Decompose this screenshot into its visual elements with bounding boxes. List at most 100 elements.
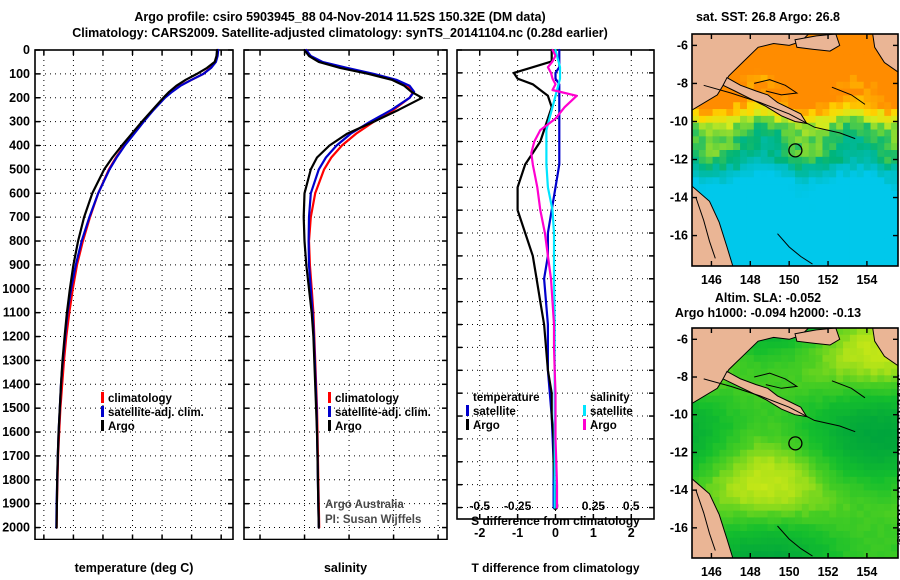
svg-text:1900: 1900 xyxy=(2,497,30,511)
svg-text:800: 800 xyxy=(9,234,30,248)
legend-difference-temperature: temperature satellite Argo xyxy=(466,392,539,432)
svg-text:1200: 1200 xyxy=(2,330,30,344)
svg-text:152: 152 xyxy=(818,565,839,579)
legend-label: Argo xyxy=(108,421,135,433)
svg-text:100: 100 xyxy=(9,67,30,81)
panel-difference: -2 -1 0 1 2 -0.5 -0.25 0 0.25 0.5 xyxy=(456,40,655,540)
svg-text:0.25: 0.25 xyxy=(582,499,606,513)
svg-text:1: 1 xyxy=(590,526,597,540)
legend-temperature: climatology satellite-adj. clim. Argo xyxy=(101,392,204,433)
legend-item: Argo xyxy=(583,419,633,432)
legend-swatch-argo xyxy=(466,419,469,430)
svg-text:-14: -14 xyxy=(670,191,688,205)
temperature-plot: 0 100 200 300 400 500 600 700 800 900 1000 1100 1200… xyxy=(2,43,234,540)
legend-swatch-satellite xyxy=(328,406,331,417)
temperature-difference-xaxis-label: T difference from climatology xyxy=(471,561,640,575)
legend-difference-salinity: salinity satellite Argo xyxy=(583,392,633,432)
legend-item: satellite-adj. clim. xyxy=(328,406,431,419)
svg-text:0: 0 xyxy=(23,43,30,57)
svg-text:1400: 1400 xyxy=(2,377,30,391)
difference-plot: -2 -1 0 1 2-0.5 -0.25 0 0.25 0.5 xyxy=(456,48,655,540)
svg-text:0.5: 0.5 xyxy=(623,499,640,513)
legend-item: Argo xyxy=(328,420,431,433)
legend-item: climatology xyxy=(328,392,431,405)
svg-text:2: 2 xyxy=(628,526,635,540)
legend-swatch-salinity-argo xyxy=(583,419,586,430)
map-sla-title-line2: Argo h1000: -0.094 h2000: -0.13 xyxy=(674,306,862,320)
svg-text:150: 150 xyxy=(779,273,800,287)
svg-text:600: 600 xyxy=(9,186,30,200)
legend-label: Argo xyxy=(590,420,617,432)
map-sla-canvas: 146 148 150 152 154 -6 -8 -10 -12 -14 -16 xyxy=(670,327,899,579)
svg-text:-16: -16 xyxy=(670,229,688,243)
svg-text:146: 146 xyxy=(701,273,722,287)
svg-text:300: 300 xyxy=(9,115,30,129)
svg-text:150: 150 xyxy=(779,565,800,579)
legend-item: Argo xyxy=(101,420,204,433)
svg-text:500: 500 xyxy=(9,162,30,176)
legend-label: Argo xyxy=(473,420,500,432)
svg-text:-1: -1 xyxy=(512,526,523,540)
copyright-text: ©IMOS 13-Dec-2018 23:24:16 xyxy=(895,373,900,545)
legend-swatch-argo xyxy=(101,420,104,431)
map-sst-title: sat. SST: 26.8 Argo: 26.8 xyxy=(695,10,841,24)
legend-header: salinity xyxy=(590,392,630,404)
legend-item: satellite-adj. clim. xyxy=(101,406,204,419)
svg-text:700: 700 xyxy=(9,210,30,224)
legend-label: Argo xyxy=(335,421,362,433)
svg-text:2000: 2000 xyxy=(2,521,30,535)
svg-text:-8: -8 xyxy=(677,370,688,384)
credit-organisation: Argo Australia xyxy=(325,499,404,511)
legend-swatch-climatology xyxy=(328,392,331,403)
svg-text:-12: -12 xyxy=(670,153,688,167)
salinity-difference-xaxis-label: S difference from climatology xyxy=(471,514,640,528)
legend-swatch-satellite xyxy=(466,405,469,416)
svg-text:-6: -6 xyxy=(677,38,688,52)
map-sla: 146 148 150 152 154 -6 -8 -10 -12 -14 -16 xyxy=(660,322,900,580)
legend-item: satellite xyxy=(466,405,539,418)
svg-text:1300: 1300 xyxy=(2,353,30,367)
salinity-xaxis-label: salinity xyxy=(323,561,368,575)
svg-text:200: 200 xyxy=(9,91,30,105)
page-title-line2: Climatology: CARS2009. Satellite-adjuste… xyxy=(72,26,608,40)
legend-swatch-climatology xyxy=(101,392,104,403)
salinity-plot: 3434.53535.536 xyxy=(243,48,448,540)
legend-header: temperature xyxy=(473,392,540,404)
legend-label: climatology xyxy=(108,393,172,405)
legend-item: satellite xyxy=(583,405,633,418)
credit-pi: PI: Susan Wijffels xyxy=(325,514,422,526)
legend-item: climatology xyxy=(101,392,204,405)
svg-text:-14: -14 xyxy=(670,483,688,497)
svg-text:1000: 1000 xyxy=(2,282,30,296)
svg-text:1700: 1700 xyxy=(2,449,30,463)
svg-text:-0.25: -0.25 xyxy=(504,499,532,513)
legend-swatch-argo xyxy=(328,420,331,431)
svg-text:1100: 1100 xyxy=(3,306,30,320)
legend-label: satellite-adj. clim. xyxy=(108,407,204,419)
panel-salinity: 3434.53535.536 xyxy=(243,40,448,540)
svg-text:-10: -10 xyxy=(670,114,688,128)
svg-text:152: 152 xyxy=(818,273,839,287)
svg-text:1500: 1500 xyxy=(2,401,30,415)
svg-text:-0.5: -0.5 xyxy=(469,499,490,513)
svg-text:-12: -12 xyxy=(670,445,688,459)
legend-swatch-satellite xyxy=(101,406,104,417)
svg-text:-16: -16 xyxy=(670,521,688,535)
svg-text:-6: -6 xyxy=(677,332,688,346)
svg-text:400: 400 xyxy=(9,139,30,153)
map-sst-canvas: 146 148 150 152 154 -6 -8 -10 -12 -14 -16 xyxy=(670,33,899,287)
legend-label: satellite xyxy=(473,406,516,418)
svg-text:900: 900 xyxy=(9,258,30,272)
legend-salinity: climatology satellite-adj. clim. Argo xyxy=(328,392,431,433)
legend-label: satellite xyxy=(590,406,633,418)
map-sla-title-line1: Altim. SLA: -0.052 xyxy=(714,291,822,305)
svg-text:-10: -10 xyxy=(670,408,688,422)
svg-text:1600: 1600 xyxy=(2,425,30,439)
svg-text:-2: -2 xyxy=(474,526,485,540)
legend-label: climatology xyxy=(335,393,399,405)
svg-text:0: 0 xyxy=(552,526,559,540)
svg-text:154: 154 xyxy=(856,273,877,287)
legend-item: Argo xyxy=(466,419,539,432)
page-title-line1: Argo profile: csiro 5903945_88 04-Nov-20… xyxy=(134,10,546,24)
svg-text:1800: 1800 xyxy=(2,473,30,487)
